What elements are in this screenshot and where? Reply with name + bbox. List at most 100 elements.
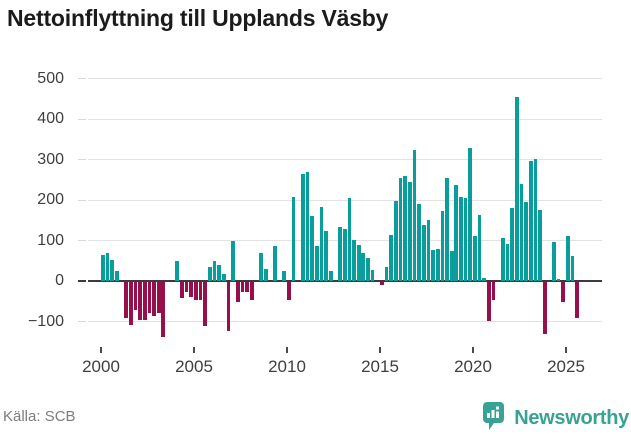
bar [156,282,161,314]
bar [305,171,310,282]
bar [180,282,184,299]
bar [138,282,142,320]
bar [235,282,240,303]
x-axis-tick [100,347,102,353]
bar [226,282,231,331]
y-axis-label: 500 [37,69,64,87]
bar [514,96,519,282]
bar [538,210,542,282]
y-axis-tick [78,159,86,161]
bar [445,177,449,282]
bar [184,282,189,292]
bar [203,282,208,327]
bar [528,160,533,282]
bar [575,282,580,318]
bar [556,279,561,282]
bar [347,198,352,282]
x-axis-label: 2010 [268,357,306,376]
bar [263,268,268,282]
bar [245,282,249,293]
bar [221,274,226,282]
chart-title: Nettoinflyttning till Upplands Väsby [7,5,389,31]
bar [240,282,245,292]
bar [249,282,254,301]
bar [524,202,528,282]
bar [570,255,575,282]
bar [175,261,180,282]
y-axis-tick [78,240,86,242]
bar [301,173,305,282]
bar [324,231,328,282]
newsworthy-logo[interactable]: Newsworthy [483,402,629,435]
x-axis-tick [379,347,381,353]
gridline [88,199,602,201]
bar [412,150,417,282]
bar [319,207,324,282]
bar [510,207,514,282]
bar [487,282,491,321]
y-axis-label: 300 [37,150,64,168]
bar [459,197,463,282]
bar [142,282,147,321]
x-axis-tick [472,347,474,353]
bar [566,235,570,282]
bar [426,220,431,282]
bar [124,282,129,318]
bar [110,259,115,282]
bar [217,264,222,282]
bar [128,282,133,325]
bar [212,261,217,282]
bar [115,271,119,282]
bar [291,197,296,282]
bar [389,235,394,282]
y-axis-label: 200 [37,191,64,209]
x-axis-tick [565,347,567,353]
bar [407,182,412,282]
bar [505,244,510,282]
x-axis-tick [193,347,195,353]
bar [454,185,459,282]
bar [342,229,347,282]
bar [338,227,342,282]
x-axis-label: 2015 [361,357,399,376]
x-axis-label: 2020 [454,357,492,376]
bar [500,237,505,282]
bar [231,240,235,282]
bar [394,201,398,282]
bar [533,158,538,282]
gridline [88,159,602,161]
bar [473,235,477,282]
bar [440,211,445,282]
y-axis-label: 100 [37,231,64,249]
x-axis-label: 2025 [547,357,585,376]
y-axis-tick [78,118,86,120]
bar [542,282,547,335]
bar [287,282,291,301]
y-axis-tick [78,280,86,283]
zero-line [88,280,602,283]
bar [328,271,333,282]
bar [366,257,370,282]
source-note: Källa: SCB [3,408,76,425]
bar [352,240,356,282]
bar [370,270,375,282]
bar [189,282,194,297]
gridline [88,118,602,120]
bar [421,225,426,282]
bar [198,282,203,300]
bar [561,282,566,302]
y-axis-label: 0 [55,272,64,290]
bar [519,184,524,282]
y-axis-tick [78,199,86,201]
bar [380,282,384,286]
x-axis-tick [286,347,288,353]
bar [356,245,361,282]
bar [101,255,105,282]
bar [468,147,473,282]
bar [398,177,403,282]
bar [403,175,408,282]
bar [194,282,198,301]
newsworthy-wordmark: Newsworthy [514,407,629,429]
newsworthy-badge-icon [483,402,505,435]
